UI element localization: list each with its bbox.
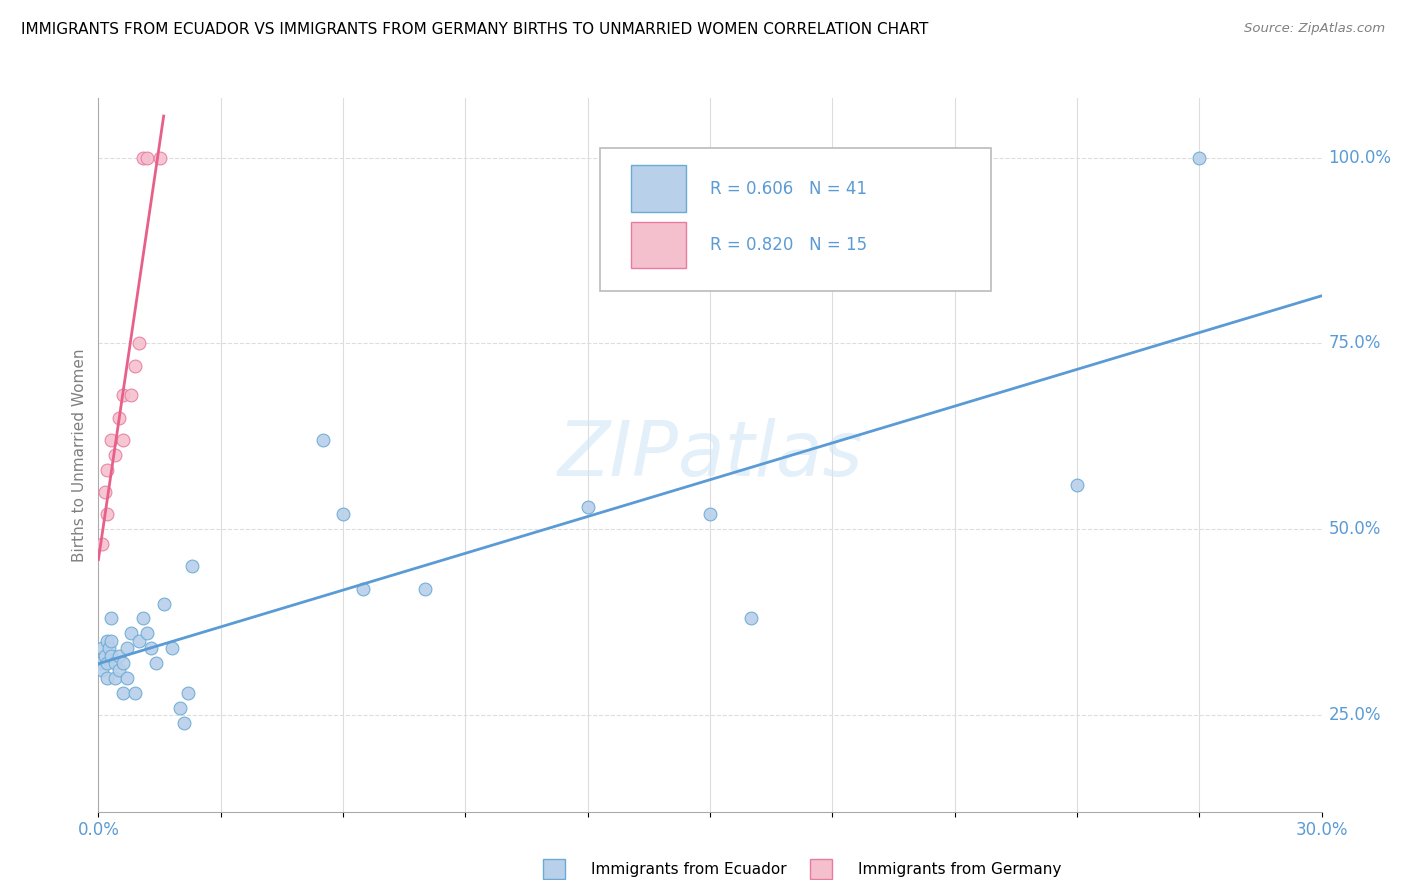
Point — [120, 388, 142, 402]
Text: R = 0.820   N = 15: R = 0.820 N = 15 — [710, 236, 868, 254]
Point — [91, 664, 114, 678]
Point — [100, 611, 122, 625]
Point — [111, 686, 134, 700]
Text: ZIPatlas: ZIPatlas — [557, 418, 863, 491]
Text: 50.0%: 50.0% — [1329, 520, 1381, 538]
Point — [132, 611, 155, 625]
Point — [132, 151, 155, 165]
Point — [141, 641, 163, 656]
Point — [136, 626, 159, 640]
Point — [91, 641, 114, 656]
Point — [96, 656, 118, 670]
Bar — [630, 165, 686, 211]
Text: Immigrants from Germany: Immigrants from Germany — [858, 863, 1062, 877]
Point — [89, 656, 111, 670]
Point — [332, 508, 354, 522]
Point — [1188, 151, 1211, 165]
Point — [111, 656, 134, 670]
Text: 100.0%: 100.0% — [1329, 149, 1392, 167]
Point — [100, 648, 122, 663]
Point — [413, 582, 436, 596]
Text: 25.0%: 25.0% — [1329, 706, 1381, 724]
Point — [96, 508, 118, 522]
Point — [104, 656, 127, 670]
Point — [115, 671, 138, 685]
Point — [1066, 477, 1088, 491]
Point — [177, 686, 200, 700]
Point — [96, 463, 118, 477]
Point — [312, 433, 335, 447]
Point — [108, 648, 131, 663]
Point — [173, 715, 195, 730]
Point — [111, 388, 134, 402]
Point — [699, 508, 721, 522]
Point — [181, 559, 204, 574]
Bar — [630, 222, 686, 268]
Point — [104, 448, 127, 462]
Point — [100, 433, 122, 447]
Point — [96, 671, 118, 685]
Text: 75.0%: 75.0% — [1329, 334, 1381, 352]
Point — [91, 537, 114, 551]
Point — [100, 633, 122, 648]
Point — [96, 633, 118, 648]
Text: IMMIGRANTS FROM ECUADOR VS IMMIGRANTS FROM GERMANY BIRTHS TO UNMARRIED WOMEN COR: IMMIGRANTS FROM ECUADOR VS IMMIGRANTS FR… — [21, 22, 928, 37]
Point — [104, 671, 127, 685]
Point — [120, 626, 142, 640]
Point — [115, 641, 138, 656]
Point — [108, 664, 131, 678]
Point — [93, 485, 115, 500]
Point — [169, 700, 191, 714]
Text: Immigrants from Ecuador: Immigrants from Ecuador — [591, 863, 786, 877]
Point — [97, 641, 120, 656]
Point — [128, 633, 150, 648]
Point — [108, 410, 131, 425]
Point — [111, 433, 134, 447]
Point — [128, 336, 150, 351]
Point — [136, 151, 159, 165]
Point — [352, 582, 374, 596]
FancyBboxPatch shape — [600, 148, 991, 291]
Point — [145, 656, 167, 670]
Point — [124, 359, 146, 373]
Point — [93, 648, 115, 663]
Text: Source: ZipAtlas.com: Source: ZipAtlas.com — [1244, 22, 1385, 36]
Point — [576, 500, 599, 514]
Point — [124, 686, 146, 700]
Point — [152, 597, 174, 611]
Text: R = 0.606   N = 41: R = 0.606 N = 41 — [710, 179, 868, 197]
Point — [160, 641, 183, 656]
Y-axis label: Births to Unmarried Women: Births to Unmarried Women — [72, 348, 87, 562]
Point — [149, 151, 172, 165]
Point — [740, 611, 762, 625]
